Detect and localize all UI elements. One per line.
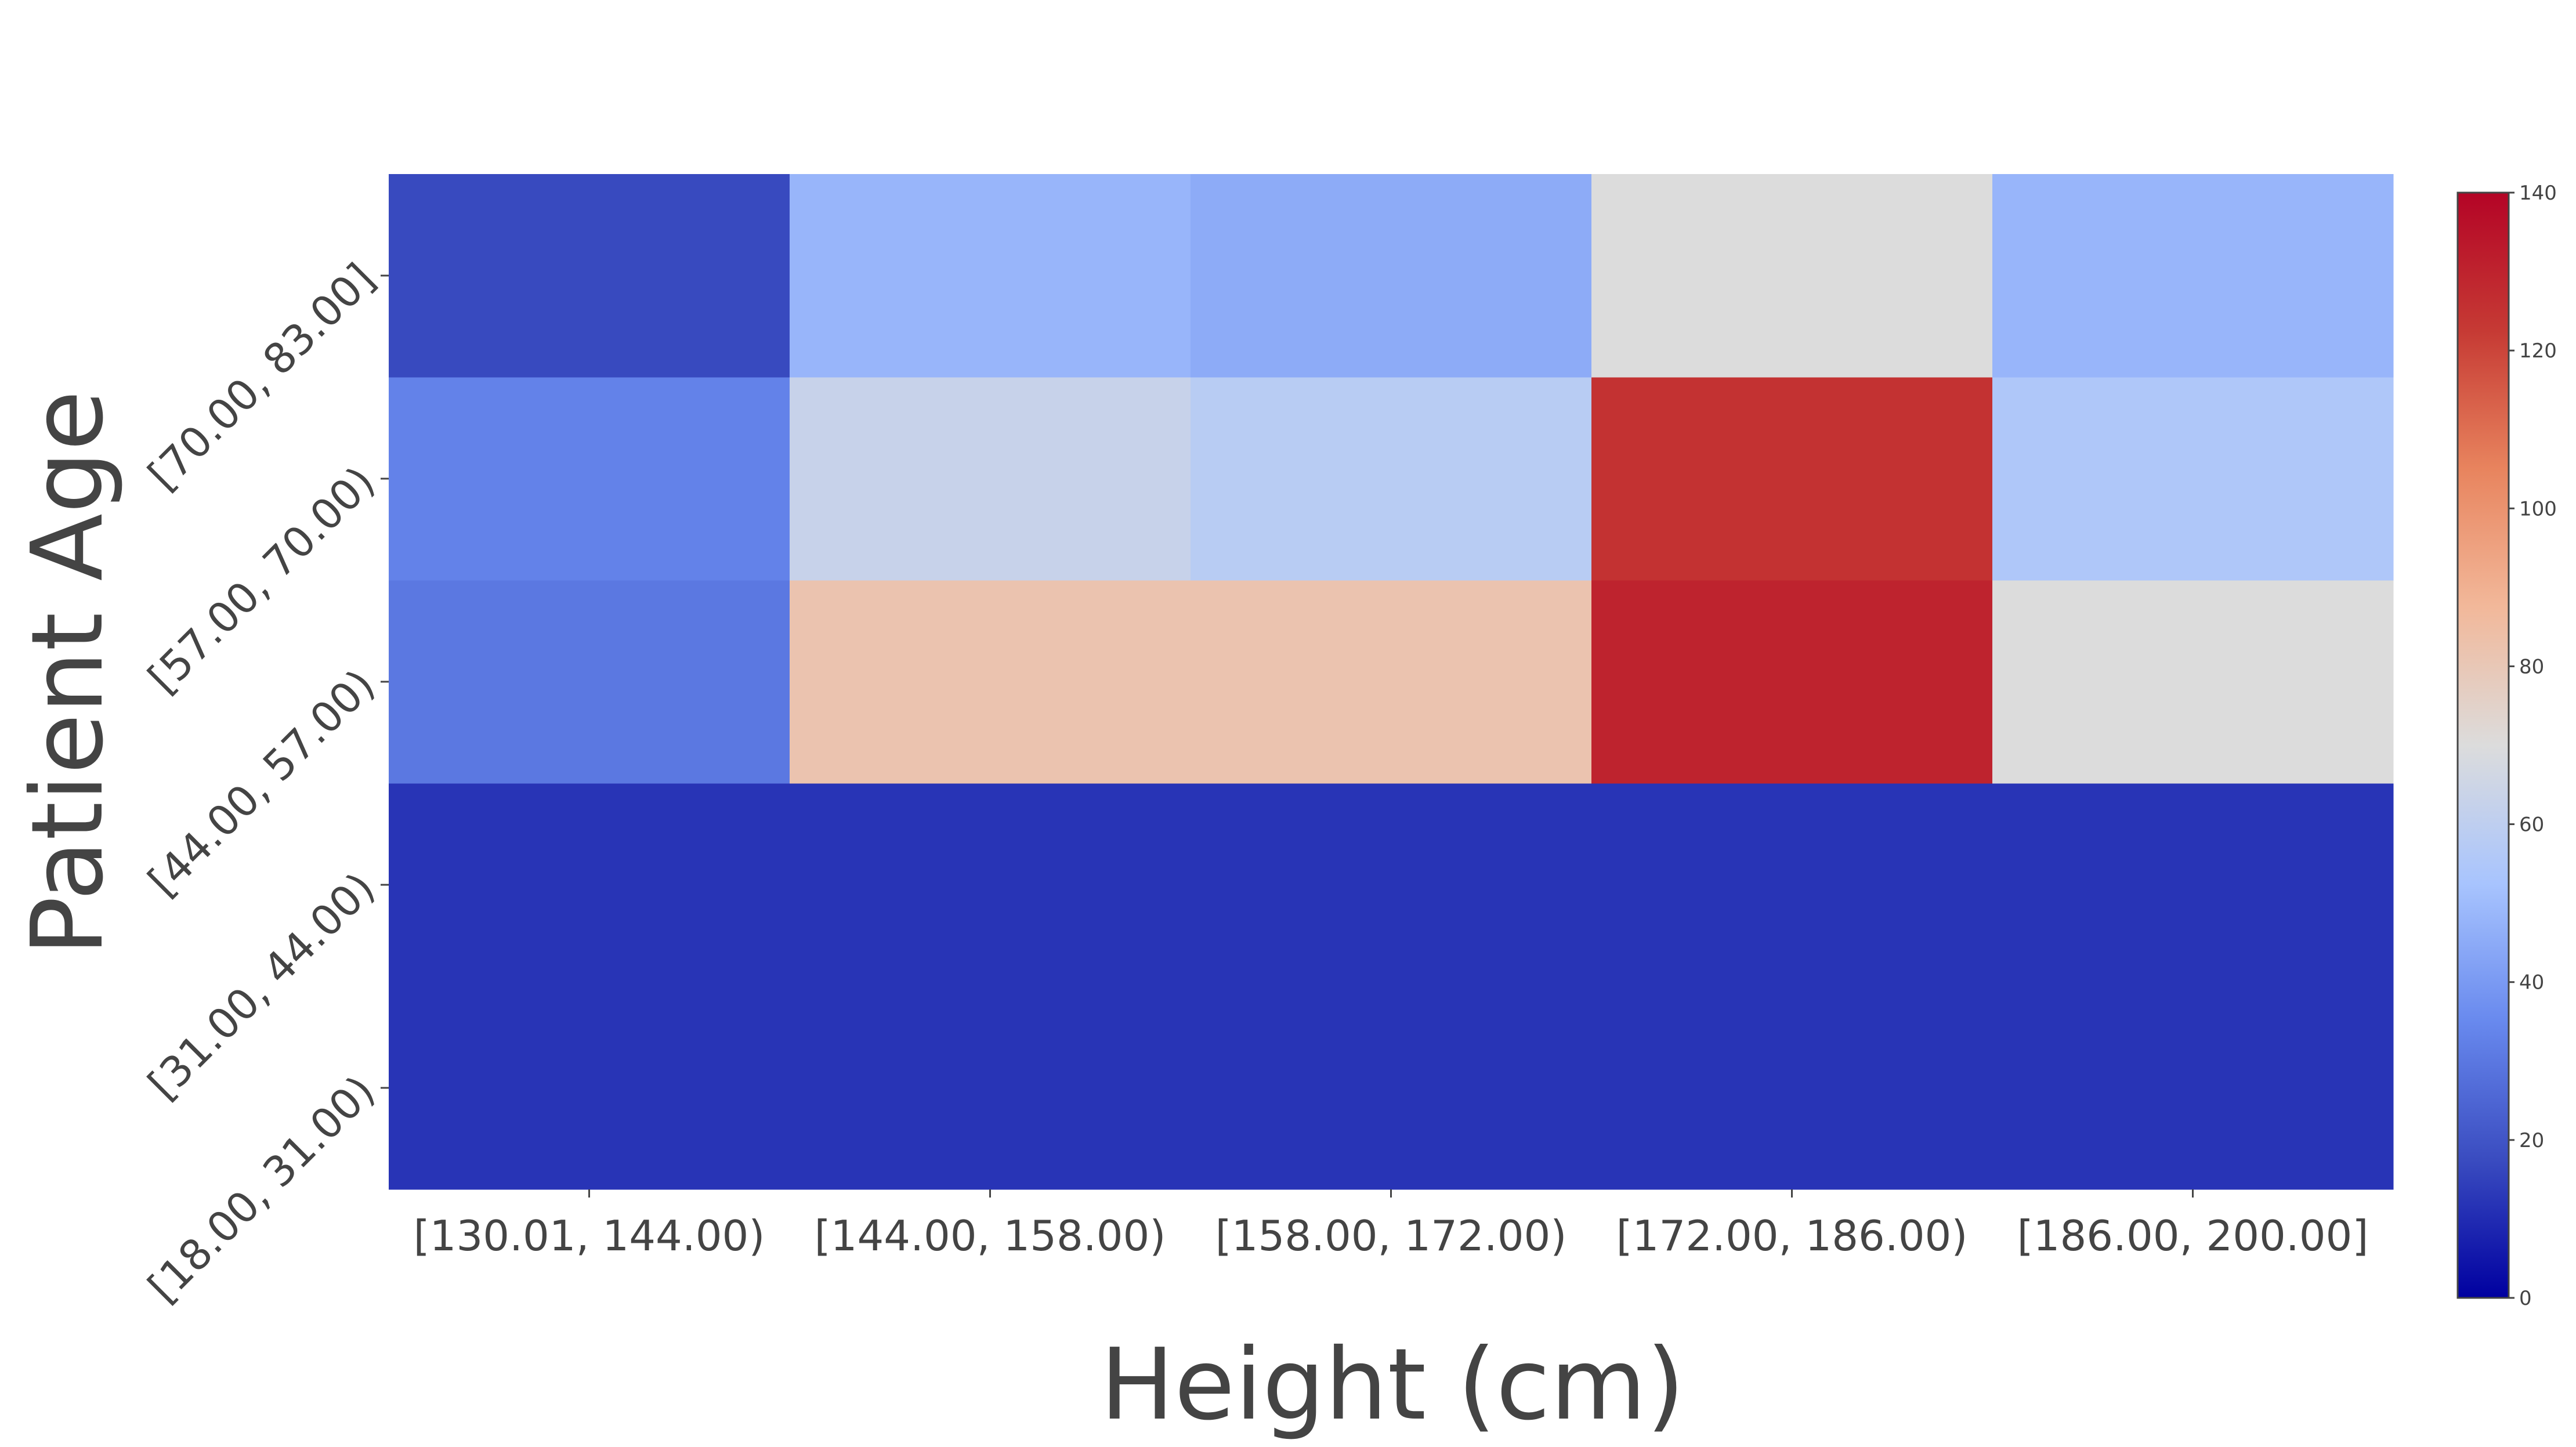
heatmap-cell [1591,783,1993,987]
heatmap-cells [389,174,2394,1190]
heatmap-cell [1591,174,1993,378]
x-tick-label: [172.00, 186.00) [1616,1211,1968,1260]
heatmap-cell [389,174,790,378]
colorbar-tick-label: 20 [2519,1129,2544,1152]
heatmap-cell [389,377,790,581]
heatmap-cell [790,580,1191,784]
heatmap-cell [790,377,1191,581]
heatmap-cell [1591,580,1993,784]
colorbar-tick-label: 40 [2519,971,2544,994]
x-tick-label: [186.00, 200.00] [2017,1211,2369,1260]
heatmap-cell [1992,580,2394,784]
colorbar-ticks: 0 20 40 60 80 100 120 140 [2509,182,2557,1310]
colorbar-gradient [2456,191,2510,1299]
x-tick-label: [144.00, 158.00) [815,1211,1166,1260]
heatmap-cell [1191,580,1592,784]
colorbar-tick-label: 120 [2519,339,2557,363]
heatmap-cell [1992,174,2394,378]
heatmap-cell [1591,986,1993,1190]
heatmap-cell [389,986,790,1190]
heatmap-cell [1191,377,1592,581]
x-axis-title: Height (cm) [1100,1327,1685,1442]
heatmap-cell [1992,783,2394,987]
heatmap-cell [1992,377,2394,581]
heatmap-cell [790,986,1191,1190]
y-axis-ticks: [18.00, 31.00)[31.00, 44.00)[44.00, 57.0… [139,254,389,1312]
heatmap-cell [1191,783,1592,987]
x-tick-label: [158.00, 172.00) [1215,1211,1567,1260]
heatmap-cell [790,174,1191,378]
colorbar: 0 20 40 60 80 100 120 140 [2456,182,2557,1310]
heatmap-cell [1992,986,2394,1190]
heatmap-cell [389,783,790,987]
x-axis-ticks: [130.01, 144.00) [144.00, 158.00) [158.00,… [414,1189,2369,1260]
heatmap-cell [389,580,790,784]
heatmap-cell [1591,377,1993,581]
colorbar-tick-label: 0 [2519,1287,2532,1310]
colorbar-tick-label: 100 [2519,497,2557,520]
colorbar-tick-label: 60 [2519,813,2544,837]
heatmap-cell [1191,986,1592,1190]
y-axis-title: Patient Age [10,390,125,956]
colorbar-tick-label: 140 [2519,182,2557,205]
heatmap-cell [790,783,1191,987]
colorbar-tick-label: 80 [2519,655,2544,678]
x-tick-label: [130.01, 144.00) [414,1211,765,1260]
heatmap-cell [1191,174,1592,378]
